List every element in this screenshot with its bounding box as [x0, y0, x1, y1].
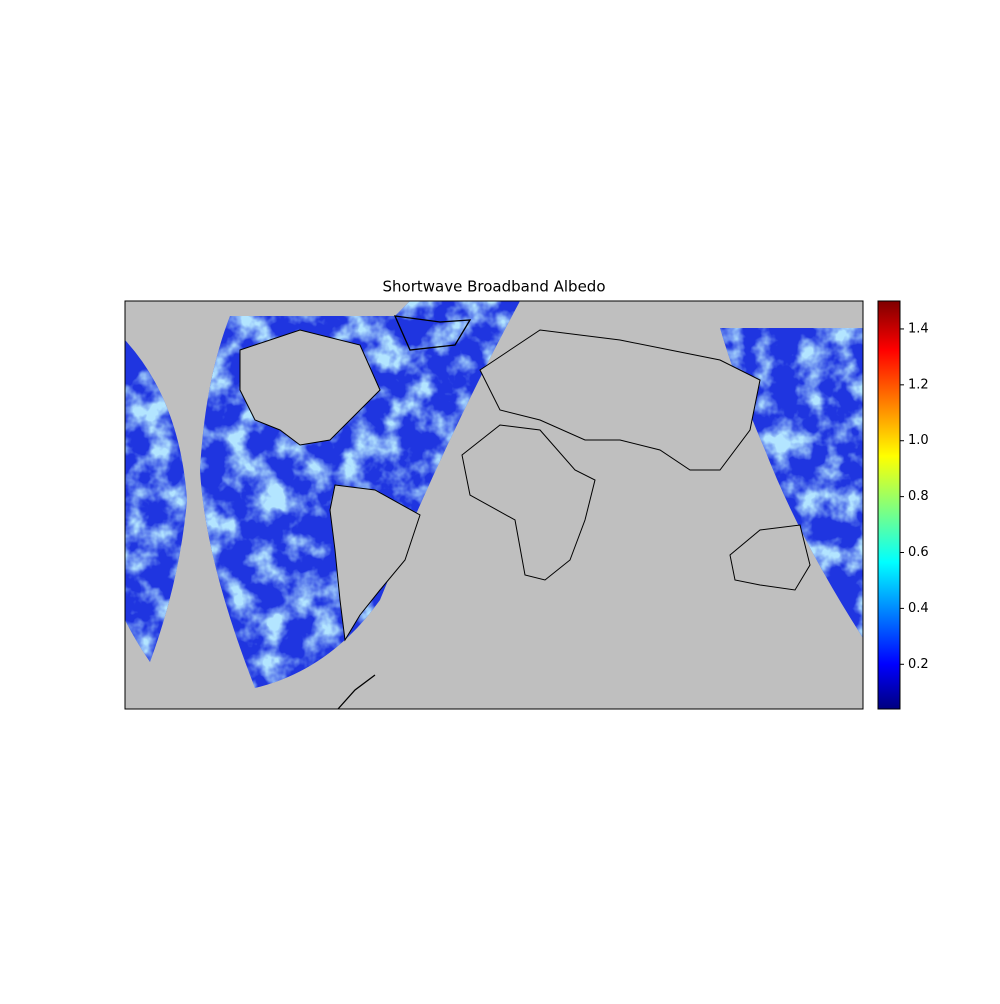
north-america — [239, 329, 381, 446]
colorbar-tick-label: 1.2 — [908, 377, 929, 392]
colorbar-tick-label: 0.6 — [908, 545, 929, 560]
eurasia — [479, 329, 761, 471]
colorbar: 0.2 0.4 0.6 0.8 1.0 1.2 1.4 — [877, 300, 929, 710]
africa — [461, 424, 596, 581]
antarctica — [337, 674, 376, 710]
greenland — [393, 315, 472, 351]
colorbar-tick-label: 1.0 — [908, 433, 929, 448]
colorbar-tick-label: 0.2 — [908, 657, 929, 672]
coastlines — [239, 315, 811, 710]
australia — [729, 524, 811, 591]
map — [124, 300, 864, 710]
map-frame — [124, 300, 864, 710]
south-america — [329, 484, 421, 642]
chart-title: Shortwave Broadband Albedo — [383, 278, 606, 296]
colorbar-tick-label: 0.4 — [908, 601, 929, 616]
colorbar-tick-label: 1.4 — [908, 321, 929, 336]
colorbar-ramp — [877, 300, 901, 710]
colorbar-tick-label: 0.8 — [908, 489, 929, 504]
